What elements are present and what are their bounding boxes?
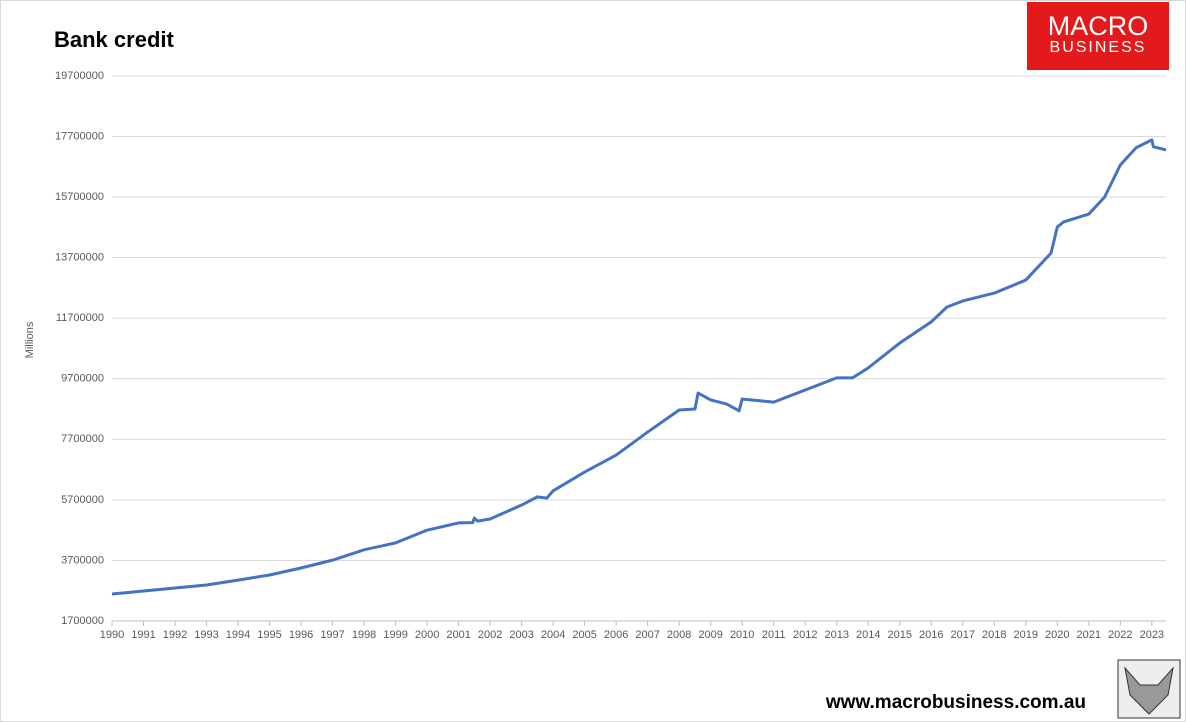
x-tick-label: 1994	[226, 629, 250, 641]
y-tick-label: 1700000	[61, 615, 104, 627]
logo-text: MACRO	[1048, 11, 1149, 41]
x-tick-label: 2002	[478, 629, 502, 641]
x-tick-label: 2022	[1108, 629, 1132, 641]
x-tick-label: 1992	[163, 629, 187, 641]
y-tick-label: 5700000	[61, 494, 104, 506]
y-tick-label: 17700000	[55, 130, 104, 142]
x-tick-label: 1990	[100, 629, 124, 641]
y-tick-label: 3700000	[61, 554, 104, 566]
logo	[1027, 2, 1169, 70]
x-tick-label: 2014	[856, 629, 880, 641]
x-tick-label: 2007	[635, 629, 659, 641]
x-tick-label: 1993	[194, 629, 218, 641]
chart-title: Bank credit	[54, 27, 174, 52]
x-tick-label: 2009	[698, 629, 722, 641]
x-tick-label: 2013	[824, 629, 848, 641]
x-tick-label: 2006	[604, 629, 628, 641]
x-tick-label: 2010	[730, 629, 754, 641]
x-tick-label: 1997	[320, 629, 344, 641]
x-tick-label: 2003	[509, 629, 533, 641]
x-tick-label: 1995	[257, 629, 281, 641]
x-tick-label: 2021	[1077, 629, 1101, 641]
x-tick-label: 2020	[1045, 629, 1069, 641]
x-tick-label: 2019	[1014, 629, 1038, 641]
y-tick-label: 13700000	[55, 252, 104, 264]
x-tick-label: 2004	[541, 629, 565, 641]
x-tick-label: 2008	[667, 629, 691, 641]
x-tick-label: 2011	[762, 629, 786, 641]
x-tick-label: 1996	[289, 629, 313, 641]
x-tick-label: 2005	[572, 629, 596, 641]
x-tick-label: 2000	[415, 629, 439, 641]
x-tick-label: 2023	[1140, 629, 1164, 641]
y-tick-label: 11700000	[56, 312, 104, 324]
logo-text: BUSINESS	[1050, 39, 1147, 56]
x-tick-label: 1999	[383, 629, 407, 641]
x-tick-label: 1998	[352, 629, 376, 641]
y-axis-label: Millions	[24, 321, 36, 358]
footer: www.macrobusiness.com.au	[825, 692, 1086, 713]
y-tick-label: 15700000	[55, 191, 104, 203]
x-tick-label: 2016	[919, 629, 943, 641]
x-tick-label: 1991	[131, 629, 155, 641]
fox-icon	[1124, 666, 1174, 715]
x-tick-label: 2015	[888, 629, 912, 641]
y-tick-label: 9700000	[61, 373, 104, 385]
x-tick-label: 2018	[982, 629, 1006, 641]
x-tick-label: 2001	[446, 629, 470, 641]
y-tick-label: 7700000	[61, 433, 104, 445]
x-tick-label: 2012	[793, 629, 817, 641]
x-tick-label: 2017	[951, 629, 975, 641]
line	[111, 138, 1167, 596]
y-tick-label: 19700000	[55, 70, 104, 82]
